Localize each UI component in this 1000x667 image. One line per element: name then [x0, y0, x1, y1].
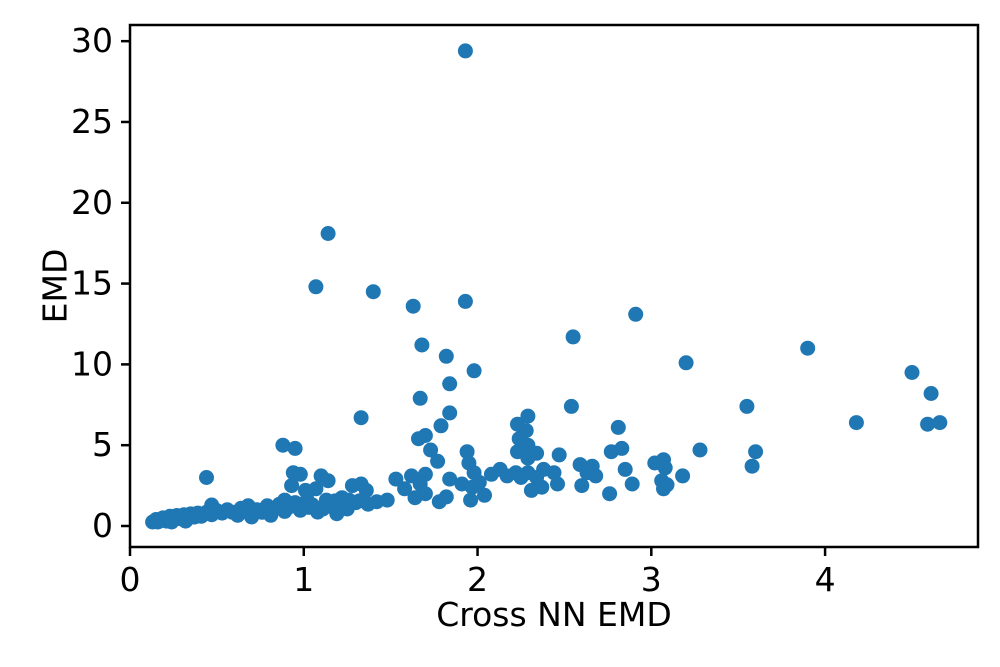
- data-point: [423, 442, 439, 458]
- data-point: [459, 444, 475, 460]
- data-point: [199, 470, 214, 485]
- x-tick-label: 4: [815, 560, 836, 599]
- data-point: [617, 461, 633, 477]
- data-point: [520, 408, 536, 424]
- data-point: [275, 437, 291, 453]
- data-point: [483, 466, 499, 482]
- data-point: [551, 447, 567, 463]
- data-point: [546, 465, 562, 481]
- y-tick-label: 0: [92, 506, 113, 545]
- data-point: [628, 306, 644, 322]
- data-point: [457, 293, 473, 309]
- data-point: [624, 476, 640, 492]
- data-point: [405, 298, 421, 314]
- data-point: [292, 466, 308, 482]
- data-point: [565, 329, 581, 345]
- data-point: [464, 479, 480, 495]
- data-point: [397, 481, 413, 497]
- data-point: [308, 481, 324, 497]
- data-point: [675, 468, 691, 484]
- data-point: [433, 418, 449, 434]
- data-point: [388, 471, 404, 487]
- data-point: [529, 445, 545, 461]
- data-point: [739, 398, 755, 414]
- data-point: [563, 398, 579, 414]
- data-point: [287, 440, 303, 456]
- data-point: [430, 453, 446, 469]
- y-tick-label: 30: [71, 21, 113, 60]
- data-point: [656, 481, 671, 497]
- data-point: [320, 473, 336, 489]
- data-point: [800, 340, 816, 356]
- data-point: [348, 495, 364, 511]
- data-point: [414, 337, 430, 353]
- data-point: [614, 440, 630, 456]
- data-point: [550, 476, 565, 492]
- data-point: [150, 514, 166, 530]
- x-tick-label: 0: [120, 560, 141, 599]
- data-point: [692, 442, 708, 458]
- data-point: [920, 416, 936, 432]
- data-point: [463, 492, 479, 508]
- data-point: [744, 458, 760, 474]
- data-point: [431, 494, 447, 510]
- y-tick-label: 25: [71, 102, 113, 141]
- x-tick-label: 2: [467, 560, 488, 599]
- y-tick-label: 10: [71, 344, 113, 383]
- data-point: [411, 431, 426, 447]
- data-point: [178, 513, 194, 529]
- data-point: [574, 478, 590, 494]
- data-point: [164, 514, 180, 530]
- x-axis-label-text: Cross NN EMD: [436, 595, 672, 634]
- data-point: [904, 365, 920, 380]
- data-point: [647, 455, 663, 471]
- data-point: [523, 482, 539, 498]
- data-point: [457, 43, 473, 59]
- scatter-points-group: [145, 43, 948, 530]
- data-point: [923, 386, 939, 401]
- data-point: [310, 504, 326, 520]
- data-point: [442, 376, 458, 392]
- data-point: [379, 492, 395, 508]
- data-point: [320, 226, 336, 241]
- x-axis-label: Cross NN EMD: [0, 598, 1000, 631]
- axes-frame: [128, 23, 980, 549]
- y-axis-label: EMD: [35, 248, 75, 324]
- y-tick-label: 5: [92, 425, 113, 464]
- data-point: [442, 405, 458, 421]
- x-tick-label: 1: [293, 560, 314, 599]
- data-point: [602, 486, 618, 502]
- y-tick-label: 15: [71, 264, 113, 303]
- data-point: [748, 444, 764, 460]
- x-tick-label: 3: [641, 560, 662, 599]
- data-point: [610, 419, 626, 435]
- data-point: [308, 279, 324, 295]
- data-point: [932, 415, 948, 431]
- data-point: [353, 410, 369, 426]
- data-point: [442, 471, 458, 487]
- data-point: [588, 468, 604, 484]
- data-point: [678, 355, 694, 371]
- data-point: [466, 363, 482, 379]
- y-tick-label: 20: [71, 183, 113, 222]
- data-point: [284, 478, 300, 494]
- data-point: [412, 390, 428, 406]
- data-point: [365, 284, 381, 300]
- data-point: [477, 487, 492, 503]
- data-point: [848, 415, 864, 431]
- data-point: [417, 486, 433, 502]
- data-point: [438, 348, 454, 364]
